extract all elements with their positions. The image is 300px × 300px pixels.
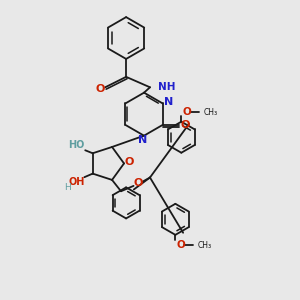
Text: N: N xyxy=(138,135,147,145)
Text: O: O xyxy=(95,84,104,94)
Text: OH: OH xyxy=(68,177,85,187)
Text: O: O xyxy=(125,157,134,167)
Text: H: H xyxy=(64,183,71,192)
Text: HO: HO xyxy=(68,140,85,150)
Text: N: N xyxy=(164,97,173,107)
Text: CH₃: CH₃ xyxy=(204,108,218,117)
Text: O: O xyxy=(134,178,143,188)
Text: O: O xyxy=(180,120,190,130)
Text: O: O xyxy=(182,107,191,117)
Text: NH: NH xyxy=(158,82,176,92)
Text: CH₃: CH₃ xyxy=(198,241,212,250)
Text: O: O xyxy=(176,240,185,250)
